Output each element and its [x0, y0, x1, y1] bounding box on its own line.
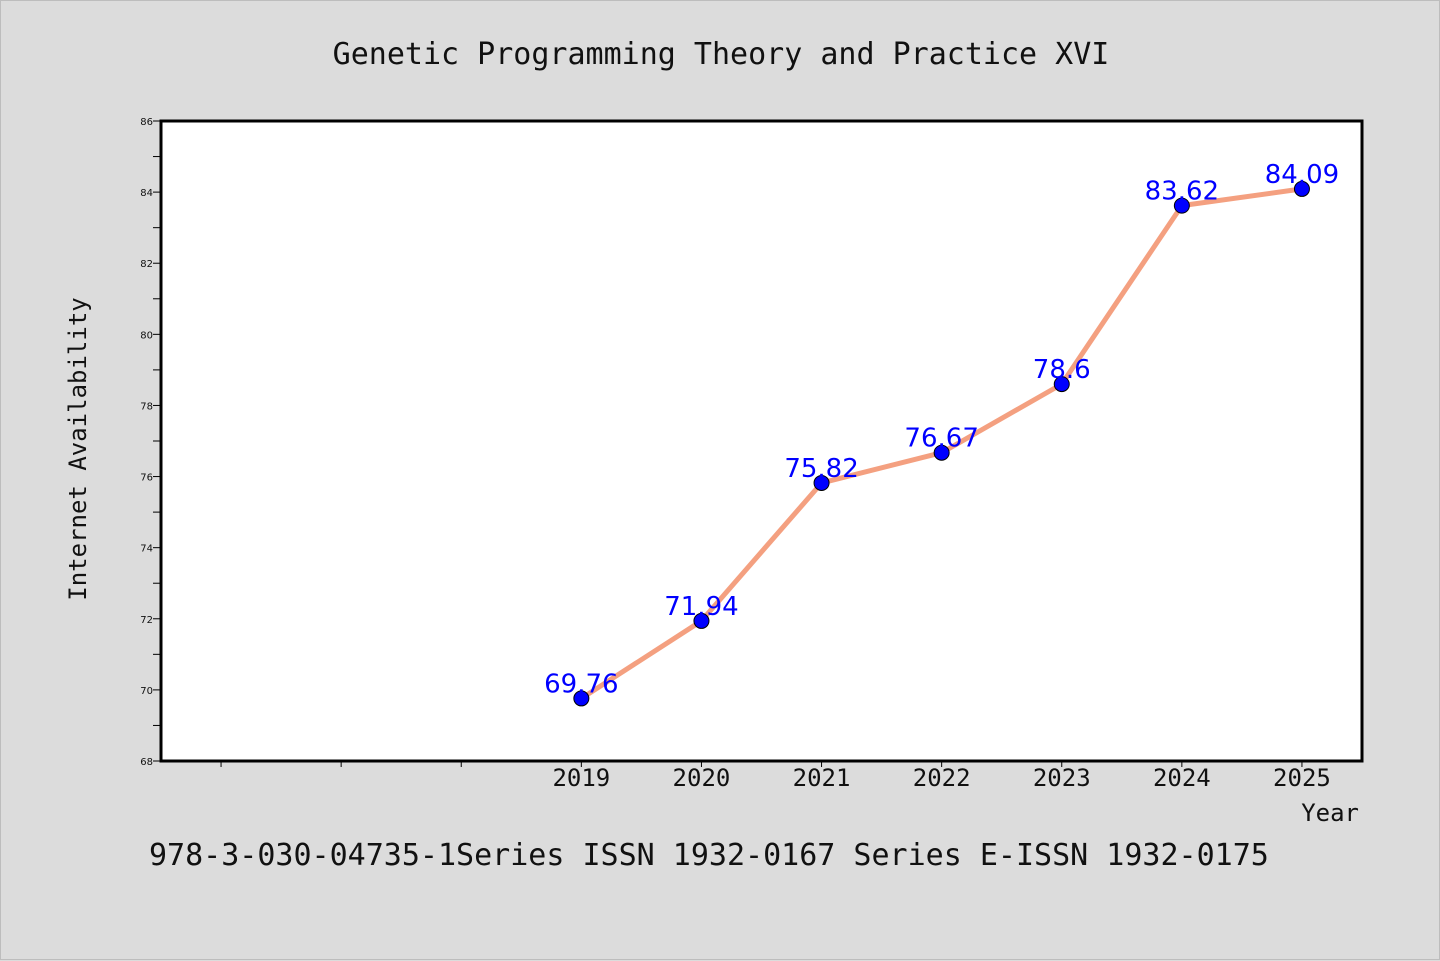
data-point-marker [573, 690, 590, 707]
data-point-marker [693, 612, 710, 629]
y-axis: 68 70 72 74 76 78 80 82 84 86 [140, 117, 161, 768]
x-tick-label: 2023 [1033, 764, 1091, 792]
y-tick-label: 84 [140, 188, 153, 199]
y-tick-label: 80 [140, 330, 153, 341]
data-point-marker [1173, 197, 1190, 214]
data-value-label: 69.76 [544, 669, 618, 699]
data-point-marker [1293, 180, 1310, 197]
data-value-label: 84.09 [1265, 160, 1339, 190]
data-value-label: 83.62 [1145, 177, 1219, 207]
x-tick-label: 2022 [913, 764, 971, 792]
data-value-label: 75.82 [784, 454, 858, 484]
data-value-label: 76.67 [904, 424, 978, 454]
data-markers [573, 180, 1310, 707]
x-axis: 2019 2020 2021 2022 2023 2024 2025 [220, 761, 1331, 792]
footer-isbn-text: 978-3-030-04735-1Series ISSN 1932-0167 S… [149, 838, 1269, 873]
y-tick-label: 86 [140, 117, 153, 128]
y-tick-label: 72 [140, 615, 153, 626]
y-tick-label: 76 [140, 473, 153, 484]
x-axis-title: Year [1301, 799, 1359, 827]
y-tick-label: 70 [140, 686, 153, 697]
data-point-marker [1053, 376, 1070, 393]
data-value-label: 78.6 [1033, 355, 1091, 385]
data-labels: 69.76 71.94 75.82 76.67 78.6 83.62 84.09 [544, 160, 1339, 700]
y-axis-title: Internet Availability [64, 297, 92, 600]
y-tick-label: 74 [140, 544, 153, 555]
data-point-marker [933, 444, 950, 461]
x-tick-label: 2025 [1273, 764, 1331, 792]
plot-area [159, 119, 1364, 763]
chart-title: Genetic Programming Theory and Practice … [333, 37, 1110, 72]
x-tick-label: 2020 [673, 764, 731, 792]
y-tick-label: 82 [140, 259, 153, 270]
x-tick-label: 2024 [1153, 764, 1211, 792]
y-tick-label: 78 [140, 401, 153, 412]
data-point-marker [813, 474, 830, 491]
y-tick-label: 68 [140, 757, 153, 768]
data-value-label: 71.94 [664, 592, 738, 622]
x-tick-label: 2021 [793, 764, 851, 792]
x-tick-label: 2019 [552, 764, 610, 792]
